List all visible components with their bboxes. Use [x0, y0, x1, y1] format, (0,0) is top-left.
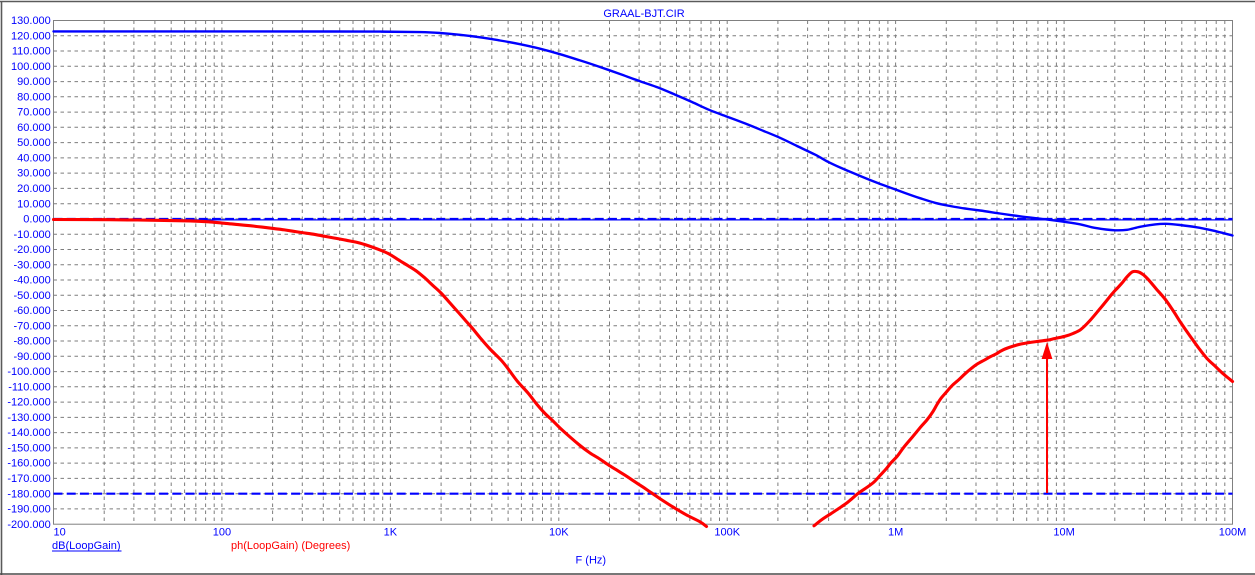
svg-text:20.000: 20.000	[17, 183, 51, 195]
svg-text:-190.000: -190.000	[7, 504, 50, 516]
svg-text:-180.000: -180.000	[7, 488, 50, 500]
svg-text:-80.000: -80.000	[13, 336, 50, 348]
svg-text:70.000: 70.000	[17, 107, 51, 119]
svg-text:-30.000: -30.000	[13, 259, 50, 271]
svg-text:10: 10	[54, 527, 66, 539]
svg-text:110.000: 110.000	[12, 46, 51, 58]
svg-text:-10.000: -10.000	[13, 229, 50, 241]
svg-text:30.000: 30.000	[17, 168, 51, 180]
svg-text:-20.000: -20.000	[13, 244, 50, 256]
svg-text:50.000: 50.000	[17, 137, 51, 149]
svg-text:-140.000: -140.000	[7, 427, 50, 439]
svg-text:90.000: 90.000	[17, 76, 51, 88]
svg-text:-50.000: -50.000	[13, 290, 50, 302]
svg-text:-100.000: -100.000	[7, 366, 50, 378]
svg-text:-60.000: -60.000	[13, 305, 50, 317]
svg-text:120.000: 120.000	[11, 30, 51, 42]
svg-text:-120.000: -120.000	[7, 397, 50, 409]
svg-text:80.000: 80.000	[17, 91, 51, 103]
svg-text:GRAAL-BJT.CIR: GRAAL-BJT.CIR	[603, 8, 684, 20]
svg-text:F (Hz): F (Hz)	[576, 555, 607, 567]
svg-text:130.000: 130.000	[11, 15, 51, 27]
svg-text:10.000: 10.000	[17, 198, 51, 210]
svg-text:100M: 100M	[1219, 527, 1247, 539]
svg-text:100.000: 100.000	[11, 61, 51, 73]
svg-text:-150.000: -150.000	[7, 443, 50, 455]
svg-text:100: 100	[213, 527, 231, 539]
svg-text:0.000: 0.000	[23, 214, 51, 226]
svg-text:10K: 10K	[549, 527, 569, 539]
svg-text:10M: 10M	[1053, 527, 1074, 539]
svg-text:-160.000: -160.000	[7, 458, 50, 470]
svg-text:-110.000: -110.000	[8, 381, 51, 393]
svg-text:-40.000: -40.000	[13, 275, 50, 287]
svg-text:60.000: 60.000	[17, 122, 51, 134]
svg-text:dB(LoopGain): dB(LoopGain)	[52, 540, 121, 552]
svg-text:ph(LoopGain) (Degrees): ph(LoopGain) (Degrees)	[231, 540, 350, 552]
svg-text:-90.000: -90.000	[13, 351, 50, 363]
svg-text:1M: 1M	[888, 527, 903, 539]
svg-text:-170.000: -170.000	[7, 473, 50, 485]
svg-text:-130.000: -130.000	[7, 412, 50, 424]
svg-text:-200.000: -200.000	[7, 519, 50, 531]
svg-text:100K: 100K	[714, 527, 740, 539]
svg-text:40.000: 40.000	[17, 153, 51, 165]
svg-text:1K: 1K	[384, 527, 398, 539]
svg-text:-70.000: -70.000	[13, 320, 50, 332]
